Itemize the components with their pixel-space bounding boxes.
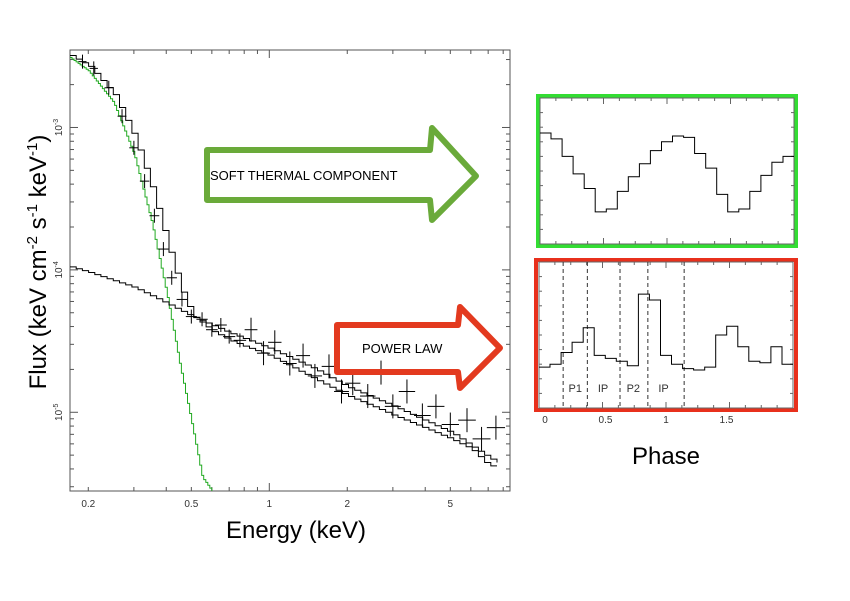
hard-profile-ticks: [539, 262, 793, 408]
soft-arrow-shape: [204, 125, 479, 223]
y-title-mid1: s: [25, 217, 52, 236]
spectrum-lines: [70, 55, 498, 491]
x-tick-label: 1: [267, 499, 273, 510]
y-tick-label: 10-5: [53, 403, 65, 420]
y-title-end: ): [25, 135, 52, 143]
spectrum-ticks: [70, 50, 510, 491]
y-title-exp2: -1: [24, 204, 41, 217]
y-tick-label: 10-4: [53, 261, 65, 278]
x-tick-labels: 0.2 0.5 1 2 5: [81, 499, 453, 510]
phase-region-label: IP: [658, 383, 668, 395]
soft-pulse-profile: [536, 94, 798, 248]
phase-tick-label: 1.5: [720, 415, 734, 426]
y-tick-labels: 10-3 10-4 10-5: [53, 119, 65, 421]
series-line-power-law: [70, 266, 498, 463]
soft-profile-frame: [536, 94, 798, 248]
x-tick-label: 0.2: [81, 499, 95, 510]
spectrum-plot: 0.2 0.5 1 2 5 10-3 10-4 10-5 Energy (keV) Flux…: [24, 49, 511, 544]
phase-tick-labels: 0 0.5 1 1.5: [542, 415, 734, 426]
soft-profile-ticks: [540, 98, 794, 244]
x-tick-label: 0.5: [184, 499, 198, 510]
hard-pulse-profile: P1 IP P2 IP 0 0.5 1 1.5: [534, 258, 798, 426]
hard-profile-curve: [539, 293, 793, 371]
phase-region-labels: P1 IP P2 IP: [569, 383, 669, 395]
x-axis-title: Energy (keV): [226, 517, 366, 544]
y-axis-title: Flux (keV cm-2 s-1 keV-1): [24, 135, 52, 390]
y-title-mid2: keV: [25, 156, 52, 204]
soft-thermal-label: SOFT THERMAL COMPONENT: [210, 168, 398, 183]
phase-axis-title: Phase: [632, 443, 700, 470]
spectrum-data-points: [78, 54, 506, 451]
y-title-main: Flux (keV cm: [25, 249, 52, 389]
power-law-arrow-shape: [334, 304, 503, 391]
phase-tick-label: 1: [663, 415, 669, 426]
soft-thermal-arrow: SOFT THERMAL COMPONENT: [204, 125, 479, 223]
series-line-total-model: [70, 55, 497, 467]
y-title-exp1: -2: [24, 236, 41, 249]
phase-tick-label: 0: [542, 415, 548, 426]
spectrum-frame: [69, 49, 511, 492]
y-tick-label: 10-3: [53, 119, 65, 136]
power-law-label: POWER LAW: [362, 341, 443, 356]
phase-tick-label: 0.5: [599, 415, 613, 426]
soft-profile-curve: [540, 132, 794, 213]
power-law-arrow: POWER LAW: [334, 304, 503, 391]
series-line-soft-thermal-component: [70, 57, 213, 491]
phase-region-label: P2: [627, 383, 640, 395]
hard-profile-frame: [534, 258, 798, 412]
phase-boundaries: [562, 262, 685, 408]
x-tick-label: 5: [448, 499, 454, 510]
phase-region-label: P1: [569, 383, 582, 395]
y-title-exp3: -1: [24, 143, 41, 156]
x-tick-label: 2: [344, 499, 350, 510]
phase-region-label: IP: [598, 383, 608, 395]
